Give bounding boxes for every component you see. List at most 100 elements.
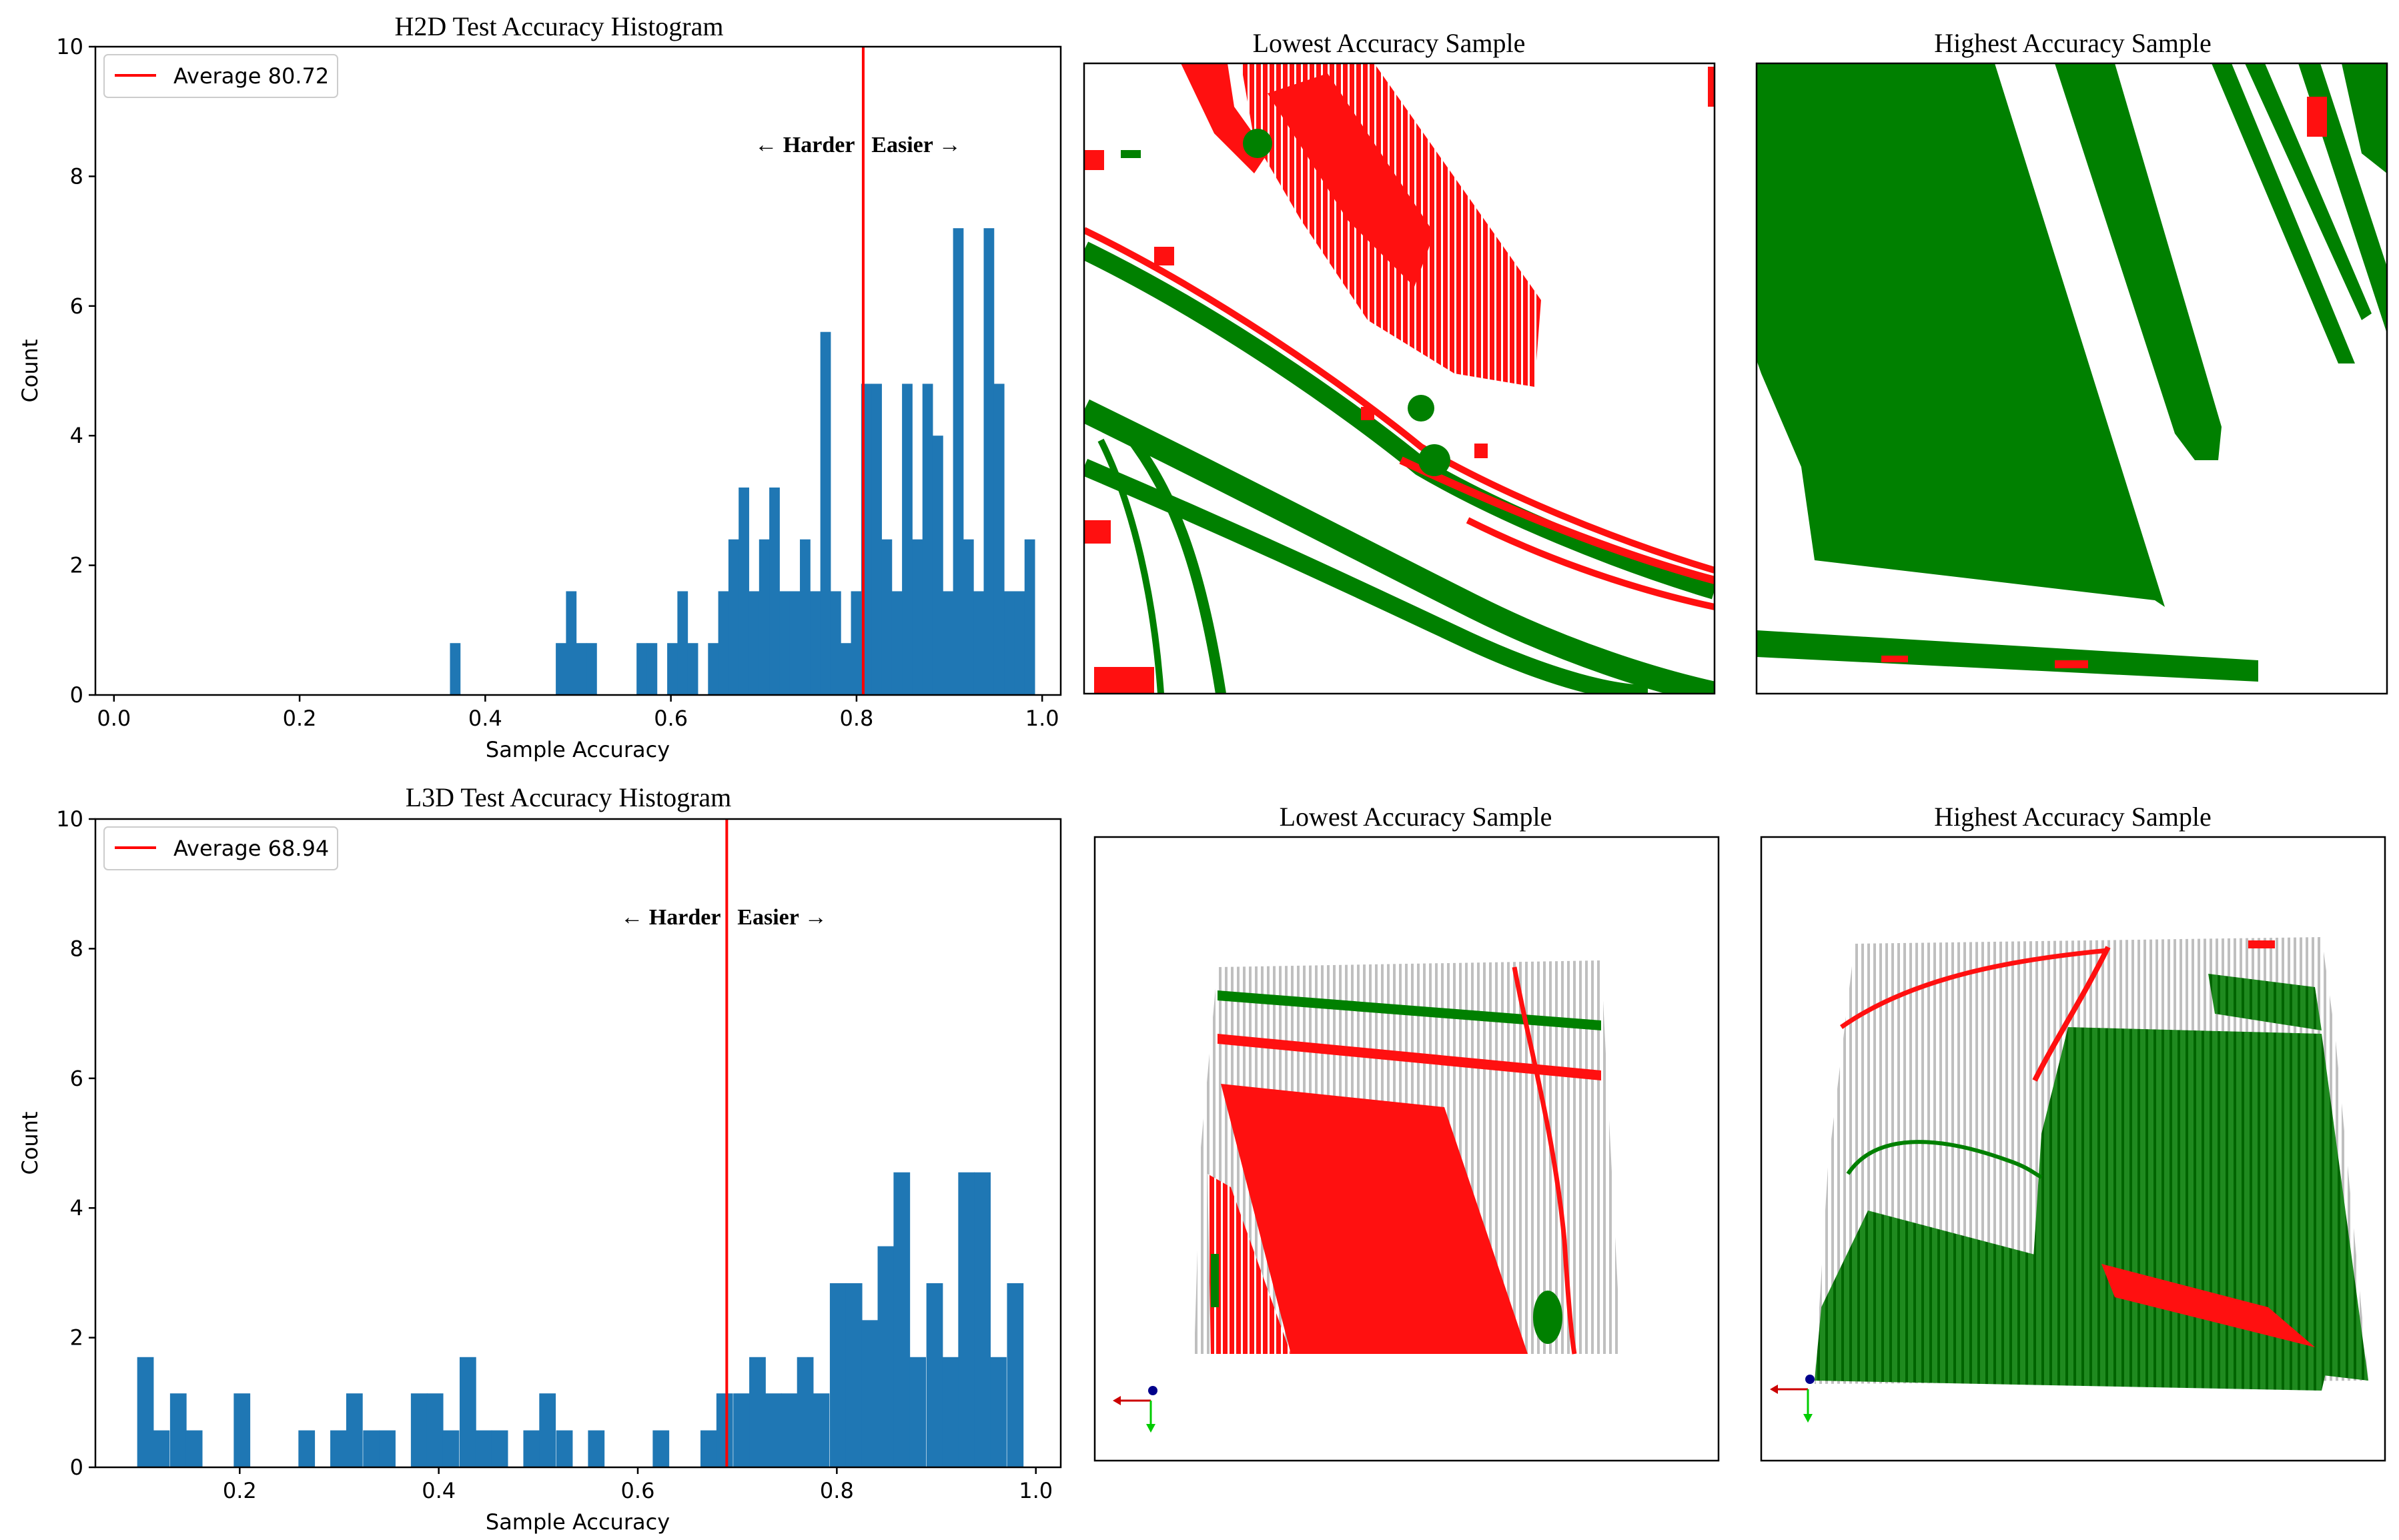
- panel-frame: [1760, 836, 2386, 1462]
- l3d-bar: [845, 1283, 863, 1467]
- panel-title: Highest Accuracy Sample: [1934, 802, 2211, 832]
- l3d-bar: [523, 1430, 540, 1467]
- h2d-y-tick-label: 2: [70, 553, 83, 578]
- l3d-y-tick-label: 2: [70, 1325, 83, 1351]
- l3d-bars: [137, 1172, 1024, 1467]
- l3d-highest-sample-image: [1761, 837, 2385, 1461]
- h2d-bar: [1004, 591, 1015, 695]
- panel-title: Lowest Accuracy Sample: [1253, 28, 1526, 58]
- l3d-x-ticks: 0.2 0.4 0.6 0.8 1.0: [223, 1467, 1053, 1503]
- h2d-y-ticks: 0 2 4 6 8 10: [56, 34, 95, 708]
- h2d-bar: [556, 643, 566, 695]
- h2d-bar: [718, 591, 729, 695]
- l3d-lowest-sample-panel: Lowest Accuracy Sample: [1093, 802, 1720, 1462]
- h2d-bar: [871, 383, 882, 695]
- h2d-bar: [687, 643, 698, 695]
- h2d-y-tick-label: 6: [70, 293, 83, 319]
- h2d-bar: [891, 591, 903, 695]
- h2d-bar: [739, 487, 749, 695]
- l3d-x-tick-label: 0.2: [223, 1478, 257, 1503]
- h2d-bar: [800, 539, 811, 695]
- l3d-bar: [893, 1172, 911, 1467]
- l3d-lowest-sample-image: [1095, 837, 1719, 1461]
- l3d-bar: [942, 1357, 959, 1467]
- l3d-y-tick-label: 0: [70, 1455, 83, 1480]
- h2d-bar: [677, 591, 688, 695]
- l3d-bar: [861, 1320, 879, 1467]
- h2d-y-label: Count: [17, 339, 43, 402]
- h2d-bar: [993, 383, 1005, 695]
- l3d-bar: [539, 1393, 556, 1467]
- h2d-x-tick-label: 0.8: [839, 706, 873, 731]
- l3d-bar: [185, 1430, 203, 1467]
- h2d-y-tick-label: 10: [56, 34, 83, 59]
- l3d-bar: [765, 1393, 782, 1467]
- panel-frame: [1093, 836, 1720, 1462]
- h2d-bar: [769, 487, 780, 695]
- l3d-bar: [733, 1393, 750, 1467]
- h2d-bars: [450, 228, 1035, 695]
- h2d-x-tick-label: 0.2: [283, 706, 317, 731]
- l3d-bar: [990, 1357, 1007, 1467]
- l3d-axes-frame: [94, 818, 1062, 1469]
- h2d-lowest-sample-image: [1084, 63, 1715, 694]
- h2d-bar: [973, 591, 984, 695]
- l3d-bar: [233, 1393, 251, 1467]
- l3d-y-tick-label: 6: [70, 1066, 83, 1091]
- h2d-bar: [953, 228, 964, 695]
- l3d-bar: [829, 1283, 847, 1467]
- l3d-bar: [974, 1172, 991, 1467]
- l3d-y-label: Count: [17, 1111, 43, 1175]
- l3d-bar: [588, 1430, 605, 1467]
- l3d-x-tick-label: 0.6: [621, 1478, 655, 1503]
- l3d-y-tick-label: 8: [70, 936, 83, 961]
- l3d-bar: [716, 1393, 733, 1467]
- l3d-bar: [363, 1430, 380, 1467]
- l3d-bar: [379, 1430, 396, 1467]
- h2d-bar: [667, 643, 678, 695]
- h2d-bar: [932, 436, 943, 695]
- h2d-bar: [708, 643, 719, 695]
- h2d-bar: [810, 591, 821, 695]
- l3d-x-tick-label: 0.4: [422, 1478, 456, 1503]
- l3d-bar: [909, 1357, 927, 1467]
- l3d-bar: [169, 1393, 187, 1467]
- h2d-bar: [636, 643, 647, 695]
- h2d-bar: [749, 591, 760, 695]
- h2d-y-tick-label: 4: [70, 423, 83, 448]
- h2d-x-tick-label: 0.0: [97, 706, 131, 731]
- h2d-bar: [566, 591, 577, 695]
- l3d-bar: [491, 1430, 508, 1467]
- l3d-bar: [330, 1430, 347, 1467]
- h2d-y-tick-label: 8: [70, 163, 83, 189]
- l3d-bar: [475, 1430, 492, 1467]
- l3d-bar: [426, 1393, 444, 1467]
- panel-title: Lowest Accuracy Sample: [1280, 802, 1552, 832]
- h2d-x-tick-label: 0.4: [468, 706, 502, 731]
- h2d-legend-label: Average 80.72: [173, 63, 329, 89]
- h2d-annotation: ← Harder Easier →: [755, 133, 961, 157]
- h2d-highest-sample-panel: Highest Accuracy Sample: [1755, 28, 2388, 695]
- h2d-bar: [576, 643, 587, 695]
- h2d-x-tick-label: 1.0: [1025, 706, 1059, 731]
- l3d-legend: Average 68.94: [103, 826, 338, 870]
- h2d-bar: [841, 643, 852, 695]
- l3d-bar: [410, 1393, 428, 1467]
- h2d-bar: [851, 591, 862, 695]
- l3d-bar: [797, 1357, 814, 1467]
- h2d-bar: [1024, 539, 1035, 695]
- h2d-bar: [789, 591, 801, 695]
- h2d-bar: [902, 383, 913, 695]
- panel-frame: [1083, 62, 1716, 695]
- l3d-y-tick-label: 4: [70, 1195, 83, 1221]
- l3d-bar: [346, 1393, 363, 1467]
- h2d-bar: [759, 539, 770, 695]
- h2d-title: H2D Test Accuracy Histogram: [394, 11, 723, 41]
- h2d-bar: [922, 383, 933, 695]
- h2d-bar: [586, 643, 597, 695]
- h2d-bar: [943, 591, 954, 695]
- l3d-bar: [556, 1430, 573, 1467]
